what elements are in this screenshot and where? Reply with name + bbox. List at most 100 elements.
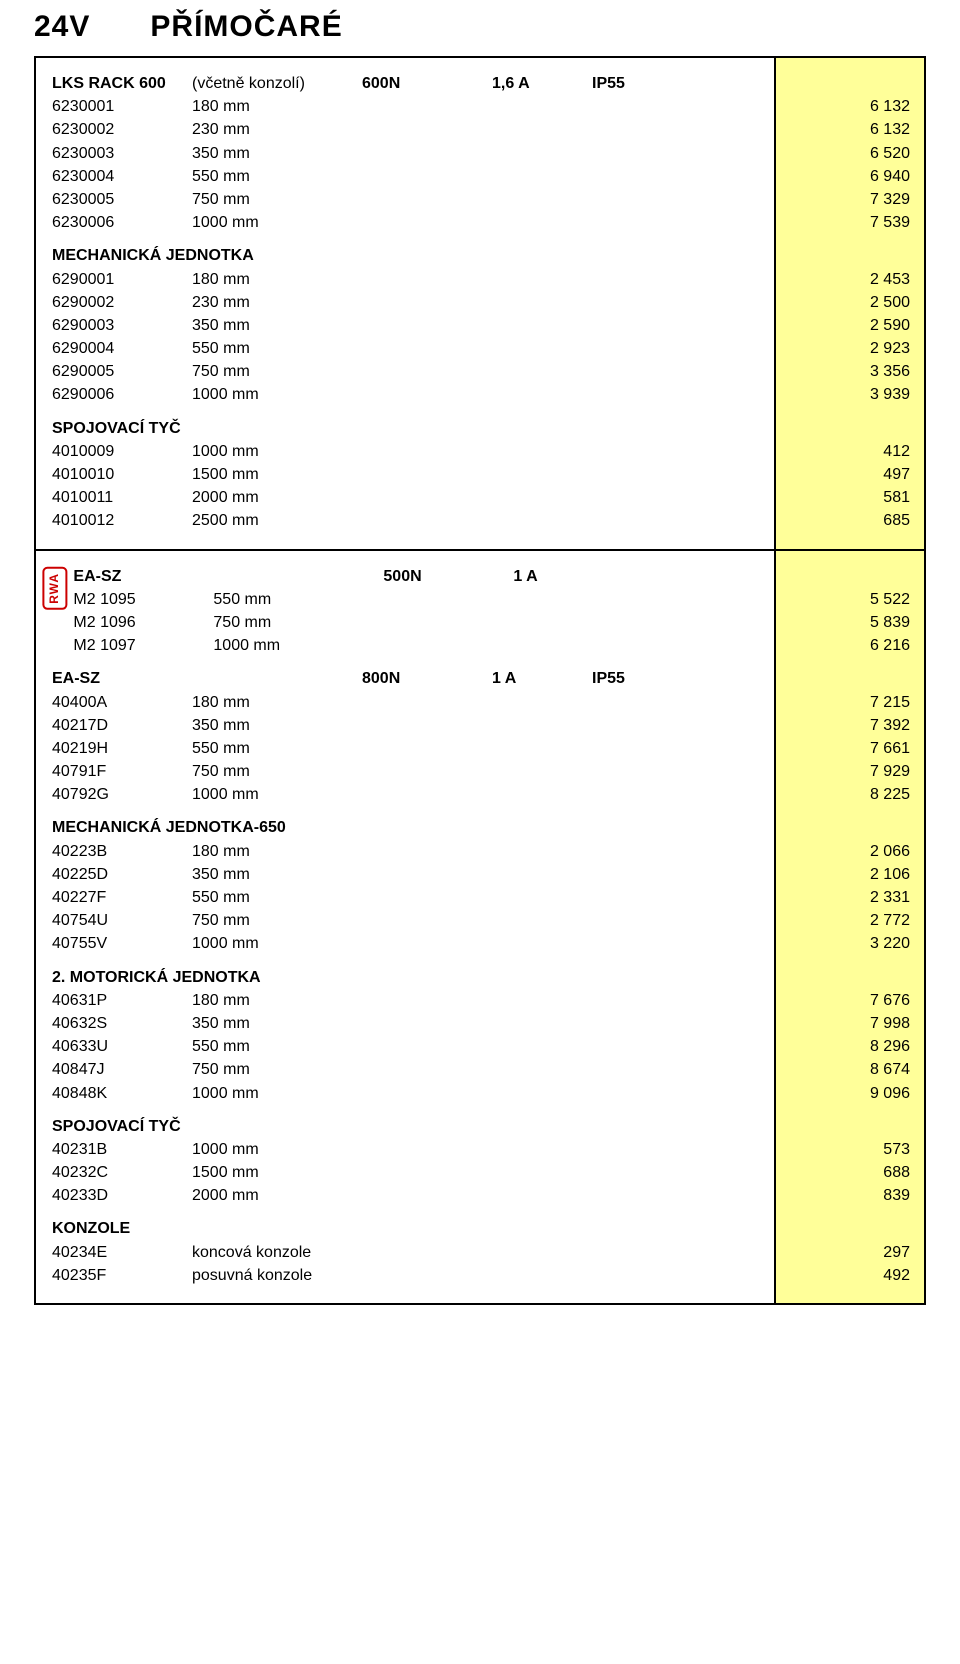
product-code: 40848K xyxy=(52,1082,192,1105)
group-name: SPOJOVACÍ TYČ xyxy=(52,417,181,440)
product-dimension: 350 mm xyxy=(192,142,362,165)
product-dimension: 750 mm xyxy=(192,188,362,211)
table-row: 40791F750 mm xyxy=(52,760,764,783)
product-dimension: 350 mm xyxy=(192,1012,362,1035)
product-dimension: 1000 mm xyxy=(192,440,362,463)
rwa-badge: RWA xyxy=(42,567,67,610)
section-1-prices: . 6 1326 1326 5206 9407 3297 539 . 2 453… xyxy=(774,58,924,549)
table-row: 40227F550 mm xyxy=(52,886,764,909)
table-row: 40100101500 mm xyxy=(52,463,764,486)
product-dimension: posuvná konzole xyxy=(192,1264,362,1287)
product-dimension: 230 mm xyxy=(192,291,362,314)
table-row: 40100091000 mm xyxy=(52,440,764,463)
group-easz-500: RWA EA-SZ 500N 1 A M2 1095550 mmM2 10967… xyxy=(52,565,764,658)
title-part-2: PŘÍMOČARÉ xyxy=(150,10,342,43)
product-code: 40754U xyxy=(52,909,192,932)
product-code: 40400A xyxy=(52,691,192,714)
force: 600N xyxy=(362,72,492,95)
table-row: 40847J750 mm xyxy=(52,1058,764,1081)
price-value: 7 539 xyxy=(776,211,910,234)
product-dimension: 550 mm xyxy=(192,1035,362,1058)
group-easz-800: EA-SZ 800N 1 A IP55 40400A180 mm40217D35… xyxy=(52,667,764,806)
product-code: 40847J xyxy=(52,1058,192,1081)
product-dimension: 550 mm xyxy=(192,886,362,909)
group-header: MECHANICKÁ JEDNOTKA xyxy=(52,244,764,267)
price-value: 492 xyxy=(776,1264,910,1287)
product-dimension: 1000 mm xyxy=(192,1138,362,1161)
product-code: 40217D xyxy=(52,714,192,737)
product-code: 40633U xyxy=(52,1035,192,1058)
product-code: 40225D xyxy=(52,863,192,886)
product-dimension: 1000 mm xyxy=(192,211,362,234)
force: 800N xyxy=(362,667,492,690)
group-header: EA-SZ 500N 1 A xyxy=(73,565,764,588)
product-code: 6290004 xyxy=(52,337,192,360)
product-name: EA-SZ xyxy=(73,565,213,588)
price-value: 2 106 xyxy=(776,863,910,886)
product-dimension: 550 mm xyxy=(192,337,362,360)
section-1-content: LKS RACK 600 (včetně konzolí) 600N 1,6 A… xyxy=(36,58,774,549)
product-code: 6230006 xyxy=(52,211,192,234)
product-dimension: 550 mm xyxy=(192,165,362,188)
price-value: 9 096 xyxy=(776,1082,910,1105)
group-name: KONZOLE xyxy=(52,1217,130,1240)
price-value: 6 520 xyxy=(776,142,910,165)
group-name: MECHANICKÁ JEDNOTKA xyxy=(52,244,254,267)
table-row: 6290003350 mm xyxy=(52,314,764,337)
product-dimension: 1000 mm xyxy=(192,383,362,406)
group-header: EA-SZ 800N 1 A IP55 xyxy=(52,667,764,690)
price-value: 688 xyxy=(776,1161,910,1184)
table-row: 6290001180 mm xyxy=(52,268,764,291)
product-dimension: 180 mm xyxy=(192,691,362,714)
price-value: 7 329 xyxy=(776,188,910,211)
price-value: 2 066 xyxy=(776,840,910,863)
table-row: 40632S350 mm xyxy=(52,1012,764,1035)
product-code: 40227F xyxy=(52,886,192,909)
product-dimension: 750 mm xyxy=(192,1058,362,1081)
price-value: 2 453 xyxy=(776,268,910,291)
table-row: 40633U550 mm xyxy=(52,1035,764,1058)
group-spojovaci-tyc: SPOJOVACÍ TYČ 40100091000 mm40100101500 … xyxy=(52,417,764,533)
product-dimension: 750 mm xyxy=(192,360,362,383)
product-dimension: 350 mm xyxy=(192,863,362,886)
table-row: 6290002230 mm xyxy=(52,291,764,314)
product-code: M2 1097 xyxy=(73,634,213,657)
group-konzole: KONZOLE 40234Ekoncová konzole40235Fposuv… xyxy=(52,1217,764,1287)
product-code: 6230001 xyxy=(52,95,192,118)
product-dimension: 1000 mm xyxy=(213,634,383,657)
table-row: 6230001180 mm xyxy=(52,95,764,118)
table-row: M2 1095550 mm xyxy=(73,588,764,611)
price-value: 297 xyxy=(776,1241,910,1264)
price-value: 3 939 xyxy=(776,383,910,406)
product-code: 4010009 xyxy=(52,440,192,463)
product-name: LKS RACK 600 xyxy=(52,72,192,95)
group-header: LKS RACK 600 (včetně konzolí) 600N 1,6 A… xyxy=(52,72,764,95)
product-name: EA-SZ xyxy=(52,667,192,690)
product-dimension: 350 mm xyxy=(192,714,362,737)
table-row: 40631P180 mm xyxy=(52,989,764,1012)
price-value: 6 132 xyxy=(776,95,910,118)
product-code: 40233D xyxy=(52,1184,192,1207)
product-code: 40223B xyxy=(52,840,192,863)
table-row: 40400A180 mm xyxy=(52,691,764,714)
product-dimension: 750 mm xyxy=(192,760,362,783)
table-row: M2 1096750 mm xyxy=(73,611,764,634)
price-value: 839 xyxy=(776,1184,910,1207)
product-code: 40755V xyxy=(52,932,192,955)
product-code: 4010012 xyxy=(52,509,192,532)
group-spojovaci-tyc-2: SPOJOVACÍ TYČ 40231B1000 mm40232C1500 mm… xyxy=(52,1115,764,1208)
table-row: 40235Fposuvná konzole xyxy=(52,1264,764,1287)
table-row: 40219H550 mm xyxy=(52,737,764,760)
group-mech-jednotka: MECHANICKÁ JEDNOTKA 6290001180 mm6290002… xyxy=(52,244,764,406)
product-dimension: 750 mm xyxy=(213,611,383,634)
price-value: 2 331 xyxy=(776,886,910,909)
section-2-prices: . 5 5225 8396 216 . 7 2157 3927 6617 929… xyxy=(774,551,924,1303)
price-value: 6 216 xyxy=(776,634,910,657)
price-value: 8 225 xyxy=(776,783,910,806)
section-2: RWA EA-SZ 500N 1 A M2 1095550 mmM2 10967… xyxy=(36,551,924,1303)
price-value: 6 940 xyxy=(776,165,910,188)
table-row: 40754U750 mm xyxy=(52,909,764,932)
price-value: 5 839 xyxy=(776,611,910,634)
product-code: 4010010 xyxy=(52,463,192,486)
product-code: 6290006 xyxy=(52,383,192,406)
